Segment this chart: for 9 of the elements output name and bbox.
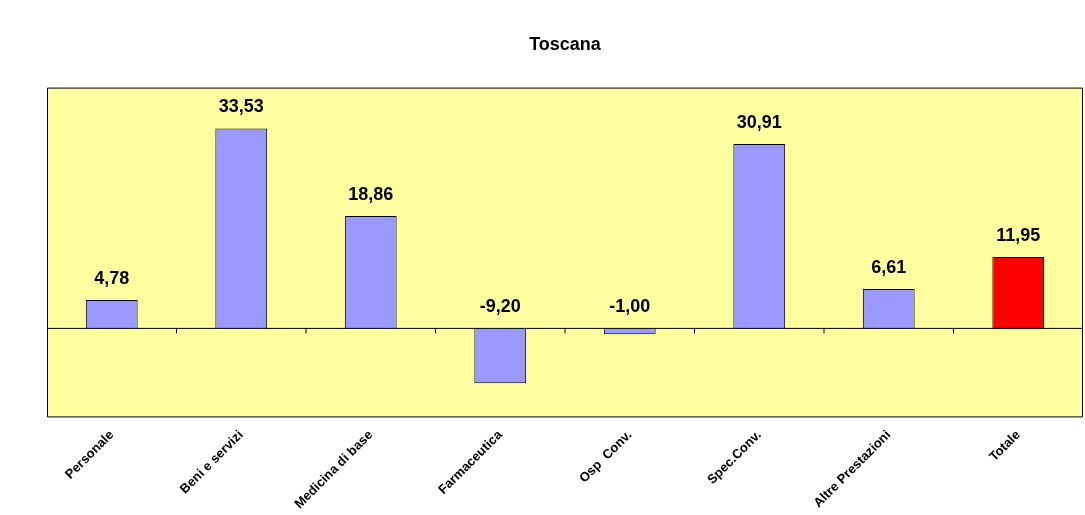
data-label: -1,00 [609, 296, 651, 317]
chart-title: Toscana [529, 33, 602, 54]
data-label: 18,86 [348, 183, 394, 204]
data-label: 11,95 [996, 225, 1041, 246]
data-label: 6,61 [871, 256, 907, 277]
data-label: 4,78 [94, 267, 130, 288]
data-label: 33,53 [218, 96, 264, 117]
data-label: 30,91 [736, 111, 782, 132]
data-label: -9,20 [479, 296, 521, 317]
